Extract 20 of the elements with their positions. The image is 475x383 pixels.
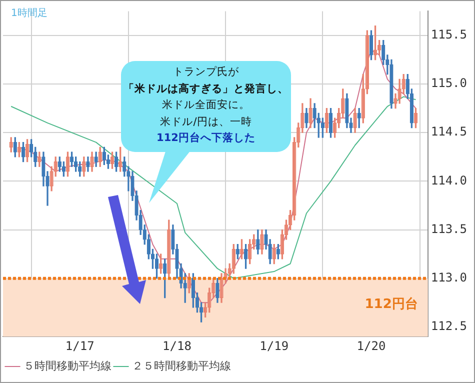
y-tick-label: 114.5 [430, 124, 467, 139]
x-tick-label: 1/17 [65, 338, 94, 353]
x-tick-label: 1/18 [162, 338, 192, 353]
y-tick-label: 115.0 [430, 76, 467, 90]
y-tick-label: 114.0 [430, 173, 467, 188]
band-label: 112円台 [364, 296, 418, 312]
annotation: 「米ドルは高すぎる」と発言し、 [122, 82, 290, 96]
x-tick-label: 1/19 [260, 338, 289, 353]
annotation: 米ドル全面安に。 [161, 98, 251, 113]
y-tick-label: 112.5 [430, 319, 467, 334]
annotation: トランプ氏が [172, 65, 240, 80]
x-tick-label: 1/20 [356, 338, 386, 353]
y-tick-label: 113.0 [430, 270, 467, 284]
annotation: 112円台へ下落した [156, 131, 256, 146]
annotation: 米ドル/円は、一時 [159, 114, 253, 130]
legend-label: ２５時間移動平均線 [132, 359, 231, 372]
legend-label: ５時間移動平均線 [24, 359, 112, 372]
y-tick-label: 115.5 [430, 28, 467, 42]
y-tick-label: 113.5 [430, 222, 467, 236]
annotation: 1時間足 [11, 6, 48, 20]
